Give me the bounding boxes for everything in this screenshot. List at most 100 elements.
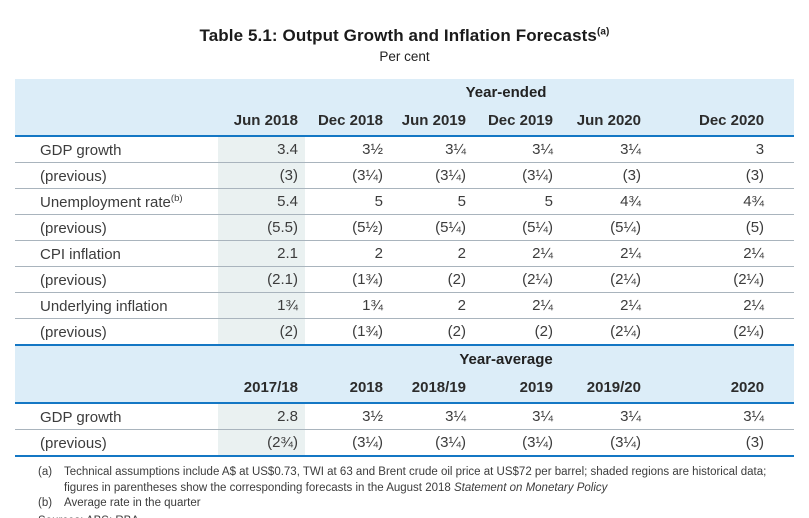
cell-value: (5.5) — [218, 214, 305, 241]
cell-value: 1¾ — [218, 292, 305, 319]
row-label-text: Underlying inflation — [40, 297, 168, 315]
row-label: (previous) — [15, 163, 218, 189]
column-header: 2019 — [519, 378, 553, 396]
column-header: Jun 2020 — [576, 111, 641, 129]
cell-value: 2¼ — [532, 245, 553, 262]
cell-value: (5½) — [352, 219, 383, 236]
cell-value: 2 — [457, 297, 466, 314]
table-row: GDP growth 3.4 3½ 3¼ 3¼ 3¼ 3 — [15, 136, 794, 163]
cell-value: 2¼ — [620, 245, 641, 262]
row-label: CPI inflation — [15, 241, 218, 267]
row-label-text: GDP growth — [40, 408, 122, 426]
cell-value: (2¼) — [522, 271, 553, 288]
forecast-table-wrap: Year-ended Jun 2018 Dec 2018 Jun 2019 De… — [15, 79, 795, 457]
column-header: 2017/18 — [243, 378, 298, 396]
cell-value: (5¼) — [610, 219, 641, 236]
cell-value: 3¼ — [445, 141, 466, 158]
row-label-text: Unemployment rate — [40, 193, 171, 211]
row-label: (previous) — [15, 430, 218, 457]
table-title: Table 5.1: Output Growth and Inflation F… — [0, 0, 809, 46]
cell-value: (5¼) — [435, 219, 466, 236]
footnote-b: (b) Average rate in the quarter — [15, 496, 794, 512]
year-ended-span-label: Year-ended — [465, 83, 547, 101]
footnotes-block: (a) Technical assumptions include A$ at … — [15, 465, 794, 518]
table-row: (previous) (2) (1¾) (2) (2) (2¼) (2¼) — [15, 318, 795, 346]
row-label: (previous) — [15, 267, 218, 293]
cell-value: 3¼ — [532, 408, 553, 425]
empty-cell — [15, 345, 218, 372]
footnote-b-marker: (b) — [38, 497, 53, 510]
cell-value: (3) — [745, 167, 765, 184]
cell-value: 3¼ — [743, 408, 765, 425]
cell-value: 4¾ — [620, 193, 641, 210]
year-ended-band: Year-ended — [15, 79, 795, 105]
row-label: (previous) — [15, 319, 218, 346]
cell-value: 5 — [374, 193, 383, 210]
cell-value: (5¼) — [522, 219, 553, 236]
cell-value: (2) — [447, 323, 466, 340]
footnote-a-text-italic: Statement on Monetary Policy — [453, 481, 608, 494]
cell-value: (1¾) — [352, 323, 383, 340]
cell-value: (3¼) — [352, 434, 383, 451]
cell-value: (3¼) — [435, 434, 466, 451]
cell-value: (2) — [447, 271, 466, 288]
row-label-sup: (b) — [170, 192, 183, 204]
column-header: Dec 2020 — [699, 111, 765, 129]
cell-value: (2¼) — [610, 323, 641, 340]
table-title-text: Table 5.1: Output Growth and Inflation F… — [199, 26, 597, 45]
table-row: (previous) (2.1) (1¾) (2) (2¼) (2¼) (2¼) — [15, 266, 795, 293]
cell-value: (1¾) — [352, 271, 383, 288]
column-header: Dec 2018 — [317, 111, 383, 129]
row-label-text: CPI inflation — [40, 245, 121, 263]
footnote-a: (a) Technical assumptions include A$ at … — [15, 465, 794, 496]
year-ended-column-headers: Jun 2018 Dec 2018 Jun 2019 Dec 2019 Jun … — [15, 105, 795, 136]
row-label-text: (previous) — [40, 219, 107, 237]
cell-value: 2 — [374, 245, 383, 262]
cell-value: 2.8 — [218, 403, 305, 430]
column-header: 2020 — [730, 378, 765, 396]
cell-value: (5) — [745, 219, 765, 236]
cell-value: (3) — [218, 162, 305, 189]
cell-value: 3.4 — [218, 136, 305, 163]
row-label-text: GDP growth — [40, 141, 122, 159]
cell-value: 5 — [457, 193, 466, 210]
empty-cell — [15, 372, 218, 403]
cell-value: 3 — [755, 141, 765, 158]
footnote-b-text-regular: Average rate in the quarter — [64, 497, 201, 510]
cell-value: (2¼) — [733, 323, 765, 340]
cell-value: (2.1) — [218, 266, 305, 293]
footnote-a-text: Technical assumptions include A$ at US$0… — [64, 465, 794, 496]
cell-value: 2¼ — [532, 297, 553, 314]
row-label: GDP growth — [15, 403, 218, 430]
cell-value: 3½ — [362, 408, 383, 425]
row-label: Underlying inflation — [15, 293, 218, 319]
forecast-table: Year-ended Jun 2018 Dec 2018 Jun 2019 De… — [15, 79, 795, 457]
cell-value: 2 — [457, 245, 466, 262]
table-row: (previous) (2¾) (3¼) (3¼) (3¼) (3¼) (3) — [15, 429, 795, 457]
footnote-a-marker: (a) — [38, 466, 53, 478]
table-row: Underlying inflation 1¾ 1¾ 2 2¼ 2¼ 2¼ — [15, 292, 795, 319]
row-label-text: (previous) — [40, 434, 107, 452]
column-header: 2018 — [349, 378, 383, 396]
sources-line: Sources: ABS; RBA — [15, 514, 794, 518]
footnote-a-text-regular: Technical assumptions include A$ at US$0… — [64, 466, 767, 494]
footnote-b-text: Average rate in the quarter — [64, 496, 794, 512]
table-row: Unemployment rate(b) 5.4 5 5 5 4¾ 4¾ — [15, 188, 795, 215]
cell-value: (3) — [622, 167, 641, 184]
empty-cell — [15, 79, 218, 105]
empty-cell — [15, 105, 218, 136]
table-row: GDP growth 2.8 3½ 3¼ 3¼ 3¼ 3¼ — [15, 403, 794, 430]
cell-value: (3¼) — [352, 167, 383, 184]
cell-value: 2.1 — [218, 240, 305, 267]
table-row: (previous) (5.5) (5½) (5¼) (5¼) (5¼) (5) — [15, 214, 795, 241]
cell-value: (2¼) — [733, 271, 765, 288]
cell-value: 3½ — [362, 141, 383, 158]
row-label: GDP growth — [15, 136, 218, 163]
column-header: Jun 2019 — [401, 111, 466, 129]
cell-value: 3¼ — [532, 141, 553, 158]
row-label: (previous) — [15, 215, 218, 241]
year-average-band: Year-average — [15, 345, 795, 372]
table-subtitle: Per cent — [379, 49, 430, 64]
cell-value: (2) — [218, 318, 305, 345]
